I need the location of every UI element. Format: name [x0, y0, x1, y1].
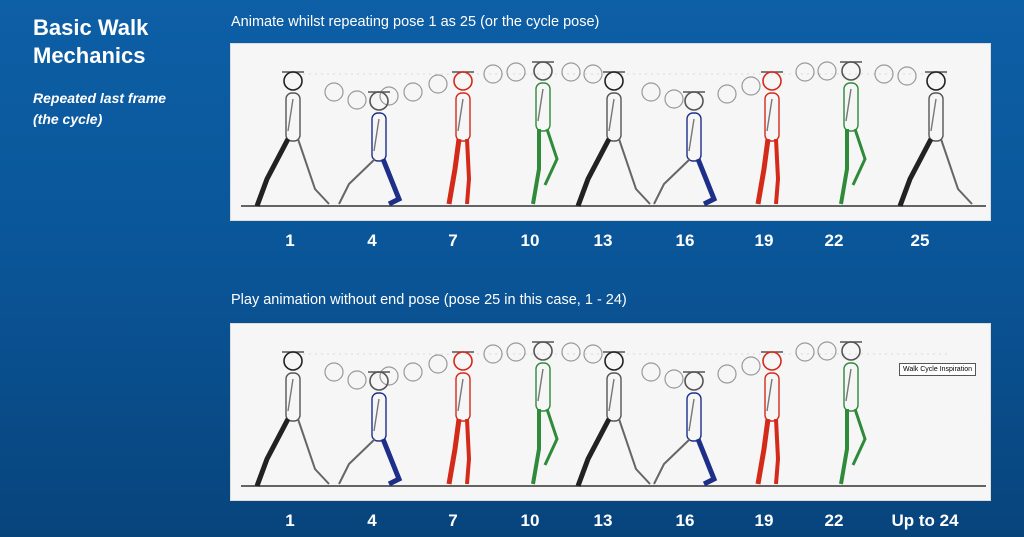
- bottom-frame-label: 4: [367, 511, 377, 530]
- top-caption: Animate whilst repeating pose 1 as 25 (o…: [231, 14, 600, 30]
- bottom-frame-label: 16: [675, 511, 695, 530]
- top-pose-3: [446, 71, 474, 205]
- top-frame-label: 16: [675, 231, 695, 250]
- bottom-walk-cycle-image: [230, 323, 991, 501]
- slide-title: Basic Walk Mechanics: [33, 15, 149, 68]
- bottom-pose-7: [755, 351, 783, 485]
- top-frame-label: 1: [285, 231, 295, 250]
- top-frame-label: 10: [520, 231, 540, 250]
- walk-cycle-tooltip: Walk Cycle Inspiration: [899, 363, 976, 376]
- top-frame-label: 22: [824, 231, 844, 250]
- bottom-pose-8: [839, 341, 867, 485]
- bottom-pose-5: [575, 351, 651, 487]
- bottom-pose-1: [254, 351, 330, 487]
- top-frame-label: 25: [910, 231, 930, 250]
- top-frame-label: 4: [367, 231, 377, 250]
- bottom-frame-label: 10: [520, 511, 540, 530]
- top-pose-5: [575, 71, 651, 207]
- top-pose-8: [839, 61, 867, 205]
- top-frame-label: 13: [593, 231, 613, 250]
- top-walk-cycle-image: [230, 43, 991, 221]
- top-frame-label: 7: [448, 231, 458, 250]
- top-frame-label: 19: [754, 231, 774, 250]
- bottom-caption: Play animation without end pose (pose 25…: [231, 292, 627, 308]
- bottom-pose-2: [338, 371, 403, 487]
- top-pose-2: [338, 91, 403, 207]
- bottom-frame-label: 22: [824, 511, 844, 530]
- top-pose-7: [755, 71, 783, 205]
- top-pose-1: [254, 71, 330, 207]
- slide-subtitle: Repeated last frame (the cycle): [33, 90, 167, 127]
- bottom-frame-label: Up to 24: [891, 511, 959, 530]
- bottom-pose-4: [531, 341, 559, 485]
- bottom-frame-label: 13: [593, 511, 613, 530]
- bottom-frame-label: 19: [754, 511, 774, 530]
- top-pose-4: [531, 61, 559, 205]
- bottom-frame-label: 1: [285, 511, 295, 530]
- top-pose-9: [897, 71, 973, 207]
- top-pose-6: [653, 91, 718, 207]
- bottom-pose-6: [653, 371, 718, 487]
- bottom-frame-label: 7: [448, 511, 458, 530]
- bottom-pose-3: [446, 351, 474, 485]
